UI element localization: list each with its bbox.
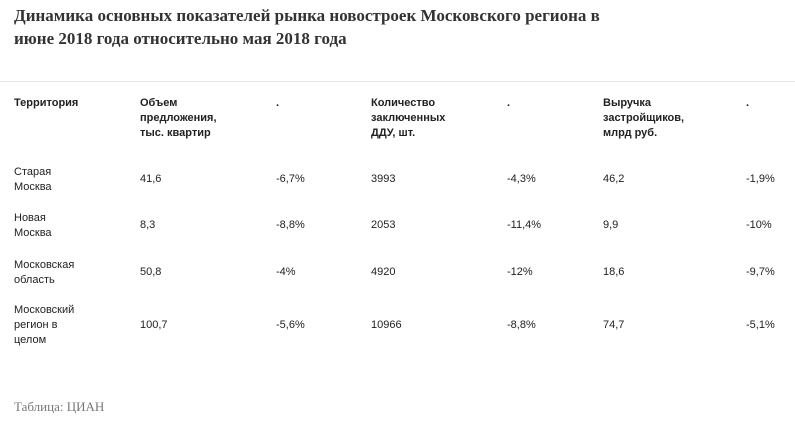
table-cell: 2053 (371, 219, 396, 231)
table-cell: 4920 (371, 266, 396, 278)
header-revenue-change: . (746, 96, 749, 111)
header-territory: Территория (14, 96, 78, 111)
table-cell: 74,7 (603, 319, 625, 331)
row-name-line: Старая (14, 166, 52, 178)
row-name-line: область (14, 274, 55, 286)
row-name-line: Москва (14, 227, 52, 239)
source-caption: Таблица: ЦИАН (14, 399, 105, 414)
table-cell: -5,1% (746, 319, 775, 331)
header-contracts-line: заключенных (371, 112, 446, 124)
table-cell: -4,3% (507, 173, 536, 185)
table-cell: 46,2 (603, 173, 625, 185)
table-cell: -12% (507, 266, 533, 278)
header-supply-line: Объем (140, 97, 178, 109)
row-name-old-moscow: Старая Москва (14, 165, 52, 195)
table-cell: -5,6% (276, 319, 305, 331)
row-name-line: Московская (14, 259, 75, 271)
header-revenue: Выручка застройщиков, млрд руб. (603, 96, 684, 141)
row-name-line: Московский (14, 304, 75, 316)
table-cell: -8,8% (276, 219, 305, 231)
header-contracts-change: . (507, 96, 510, 111)
table-cell: 10966 (371, 319, 402, 331)
header-supply-line: тыс. квартир (140, 127, 211, 139)
header-supply-change: . (276, 96, 279, 111)
table-cell: -9,7% (746, 266, 775, 278)
header-revenue-line: млрд руб. (603, 127, 658, 139)
header-contracts: Количество заключенных ДДУ, шт. (371, 96, 445, 141)
header-supply-change-line: . (276, 97, 280, 109)
header-revenue-change-line: . (746, 97, 750, 109)
row-name-moscow-region-total: Московский регион в целом (14, 303, 74, 348)
header-revenue-line: Выручка (603, 97, 652, 109)
row-name-line: целом (14, 334, 47, 346)
table-cell: 9,9 (603, 219, 619, 231)
table-cell: -6,7% (276, 173, 305, 185)
table-cell: 100,7 (140, 319, 168, 331)
title-divider (0, 81, 795, 82)
table-title: Динамика основных показателей рынка ново… (14, 4, 714, 50)
row-name-line: Новая (14, 212, 46, 224)
header-contracts-line: Количество (371, 97, 436, 109)
header-revenue-line: застройщиков, (603, 112, 685, 124)
row-name-moscow-oblast: Московская область (14, 258, 74, 288)
header-territory-line: Территория (14, 97, 79, 109)
row-name-line: регион в (14, 319, 58, 331)
header-contracts-line: ДДУ, шт. (371, 127, 416, 139)
row-name-new-moscow: Новая Москва (14, 211, 52, 241)
table-cell: -1,9% (746, 173, 775, 185)
title-line-1: Динамика основных показателей рынка ново… (14, 6, 600, 25)
table-cell: -11,4% (507, 219, 542, 231)
table-cell: -8,8% (507, 319, 536, 331)
header-supply-line: предложения, (140, 112, 217, 124)
table-cell: 18,6 (603, 266, 625, 278)
header-supply: Объем предложения, тыс. квартир (140, 96, 217, 141)
table-cell: 3993 (371, 173, 396, 185)
table-cell: 8,3 (140, 219, 156, 231)
row-name-line: Москва (14, 181, 52, 193)
table-cell: 41,6 (140, 173, 162, 185)
title-line-2: июне 2018 года относительно мая 2018 год… (14, 29, 347, 48)
table-cell: -4% (276, 266, 296, 278)
table-cell: -10% (746, 219, 772, 231)
table-cell: 50,8 (140, 266, 162, 278)
header-contracts-change-line: . (507, 97, 511, 109)
